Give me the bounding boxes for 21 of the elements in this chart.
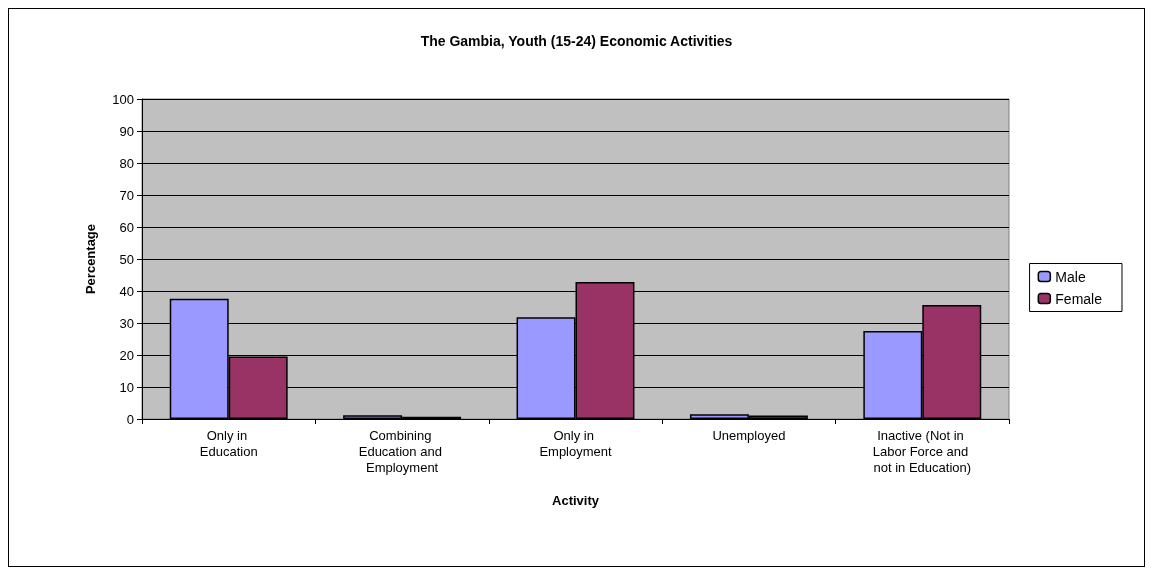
y-tick-label: 50	[119, 251, 134, 267]
y-tick-label: 0	[126, 411, 134, 427]
y-tick-label: 10	[119, 379, 134, 395]
y-tick-label: 90	[119, 123, 134, 139]
x-tick-label: Only in Employment	[539, 427, 613, 459]
y-tick-label: 70	[119, 187, 134, 203]
y-tick-label: 40	[119, 283, 134, 299]
x-tick-label: Unemployed	[712, 427, 786, 443]
y-tick-label: 20	[119, 347, 134, 363]
x-axis-title: Activity	[552, 493, 600, 508]
x-tick-label: Only in Education	[199, 427, 258, 459]
legend-label: Female	[1055, 290, 1103, 307]
y-axis-title: Percentage	[83, 223, 98, 295]
y-tick-label: 30	[119, 315, 134, 331]
y-tick-label: 60	[119, 219, 134, 235]
x-tick-label: Inactive (Not in Labor Force and not in Education)	[872, 427, 972, 475]
x-tick-label: Combining Education and Employment	[358, 427, 446, 475]
y-tick-label: 100	[112, 91, 134, 107]
legend-label: Male	[1055, 268, 1086, 285]
y-tick-label: 80	[119, 155, 134, 171]
chart-title: The Gambia, Youth (15-24) Economic Activities	[420, 33, 733, 49]
